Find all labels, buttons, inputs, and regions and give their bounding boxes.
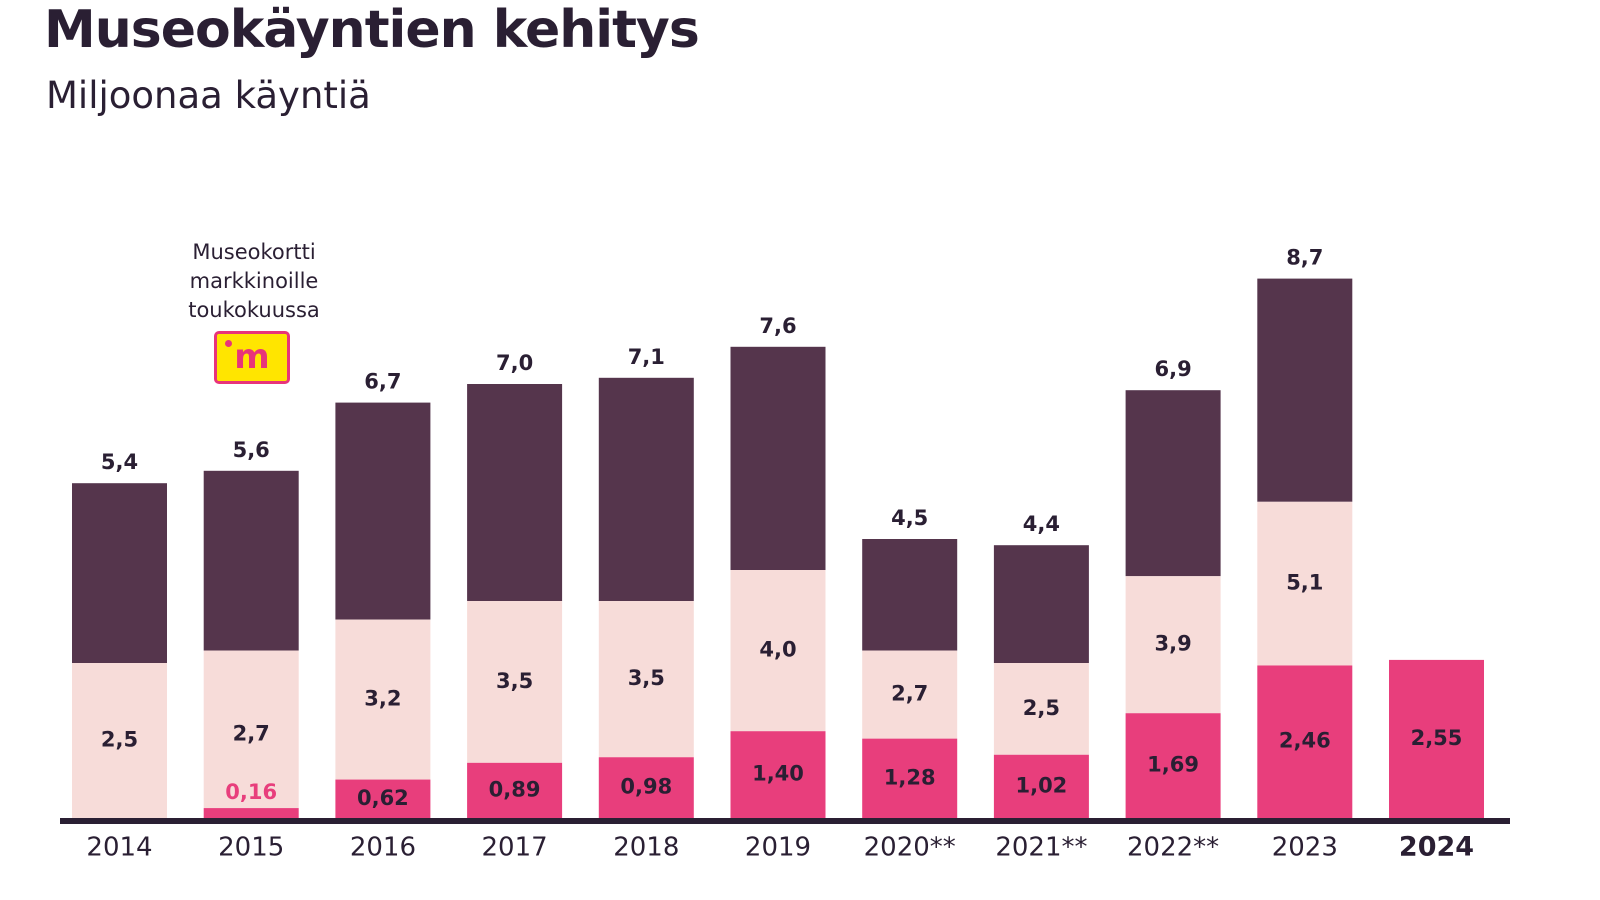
bar-segment-total xyxy=(730,346,826,570)
bar-segment-total xyxy=(1257,278,1353,502)
data-label-total: 5,4 xyxy=(101,450,138,474)
data-label-pink: 0,89 xyxy=(489,777,541,801)
annotation-line: Museokortti xyxy=(192,240,316,264)
data-label-middle: 5,1 xyxy=(1286,571,1323,595)
bar-segment-pink xyxy=(1125,713,1221,818)
x-tick-label: 2017 xyxy=(482,833,548,863)
data-label-middle: 2,7 xyxy=(233,721,270,745)
annotation-line: markkinoille xyxy=(189,269,319,293)
bar-segment-total xyxy=(467,384,563,601)
x-tick-label: 2023 xyxy=(1272,833,1338,863)
x-axis-line xyxy=(60,818,1510,824)
x-tick-label: 2018 xyxy=(613,833,679,863)
bar-segment-total xyxy=(203,470,299,651)
data-label-middle: 2,7 xyxy=(891,682,928,706)
bar-segment-total xyxy=(335,402,431,620)
bar-segment-pink xyxy=(862,738,958,818)
data-label-middle: 3,5 xyxy=(628,666,665,690)
data-label-pink: 0,16 xyxy=(225,780,277,804)
data-label-middle: 3,9 xyxy=(1154,632,1191,656)
bar-segment-pink xyxy=(993,754,1089,818)
bar-segment-total xyxy=(598,377,694,601)
data-label-pink: 0,62 xyxy=(357,786,409,810)
data-label-total: 5,6 xyxy=(233,438,270,462)
bar-segment-middle xyxy=(862,650,958,739)
bar-segment-pink xyxy=(203,808,299,818)
x-tick-label: 2022** xyxy=(1127,833,1219,863)
bar-segment-total xyxy=(993,545,1089,663)
bar-segment-pink xyxy=(1257,665,1353,818)
bar-segment-middle xyxy=(993,663,1089,755)
bar-segment-middle xyxy=(467,601,563,763)
data-label-total: 6,9 xyxy=(1154,357,1191,381)
data-label-total: 8,7 xyxy=(1286,246,1323,270)
bar-segment-middle xyxy=(598,601,694,758)
data-label-total: 7,6 xyxy=(759,314,796,338)
bar-segment-pink xyxy=(1389,659,1484,818)
x-tick-label: 2014 xyxy=(86,833,152,863)
data-label-middle: 2,5 xyxy=(101,728,138,752)
logo-dot xyxy=(225,340,232,347)
x-tick-label: 2021** xyxy=(995,833,1087,863)
data-label-pink: 1,28 xyxy=(884,765,936,789)
data-label-total: 7,1 xyxy=(628,345,665,369)
data-label-total: 4,4 xyxy=(1023,512,1060,536)
bar-segment-middle xyxy=(1257,501,1353,666)
data-label-total: 7,0 xyxy=(496,351,533,375)
data-label-middle: 2,5 xyxy=(1023,696,1060,720)
data-label-total: 4,5 xyxy=(891,506,928,530)
bar-segment-middle xyxy=(203,650,299,809)
data-label-middle: 4,0 xyxy=(759,638,796,662)
bar-segment-pink xyxy=(335,779,431,818)
x-tick-label: 2020** xyxy=(864,833,956,863)
data-label-pink: 2,46 xyxy=(1279,729,1331,753)
bar-segment-pink xyxy=(598,757,694,818)
bar-segment-pink xyxy=(730,731,826,818)
museokortti-annotation: Museokortti markkinoille toukokuussa xyxy=(168,238,340,325)
data-label-pink: 1,69 xyxy=(1147,753,1199,777)
annotation-line: toukokuussa xyxy=(188,298,320,322)
bar-segment-middle xyxy=(72,663,167,818)
logo-letter: m xyxy=(234,337,270,377)
data-label-middle: 3,5 xyxy=(496,669,533,693)
data-label-pink: 1,40 xyxy=(752,762,804,786)
x-tick-label: 2024 xyxy=(1399,832,1474,863)
bar-segment-total xyxy=(72,483,167,663)
bar-segment-middle xyxy=(730,570,826,732)
x-tick-label: 2015 xyxy=(218,833,284,863)
bar-segment-pink xyxy=(467,762,563,818)
museokortti-logo-icon: m xyxy=(214,331,290,384)
bar-segment-total xyxy=(862,539,958,651)
bar-segment-middle xyxy=(1125,576,1221,714)
bar-segment-middle xyxy=(335,619,431,780)
data-label-total: 6,7 xyxy=(364,370,401,394)
data-label-middle: 3,2 xyxy=(364,687,401,711)
data-label-pink: 1,02 xyxy=(1015,773,1067,797)
bar-segment-total xyxy=(1125,390,1221,577)
data-label-pink: 2,55 xyxy=(1411,726,1463,750)
data-label-pink: 0,98 xyxy=(620,775,672,799)
x-tick-label: 2019 xyxy=(745,833,811,863)
x-tick-label: 2016 xyxy=(350,833,416,863)
chart-subtitle: Miljoonaa käyntiä xyxy=(46,74,371,117)
chart-title: Museokäyntien kehitys xyxy=(44,0,700,60)
